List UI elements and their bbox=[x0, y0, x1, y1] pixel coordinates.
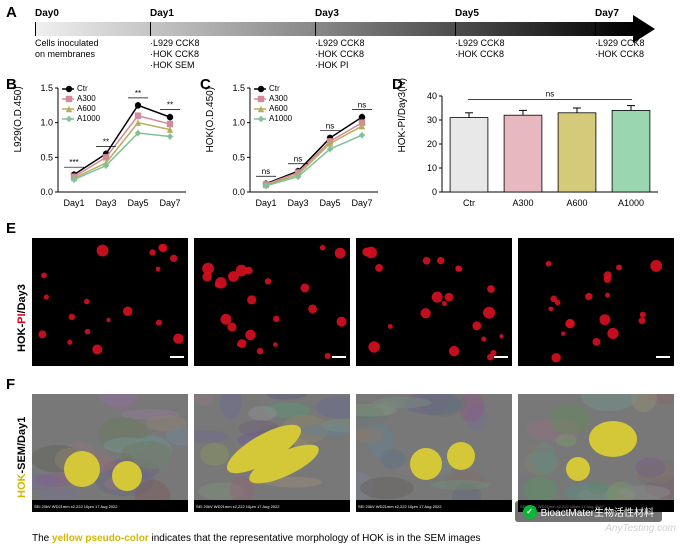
legend-item: A600 bbox=[254, 104, 292, 113]
figure-caption: The yellow pseudo-color indicates that t… bbox=[32, 533, 481, 544]
sem-footer: SEI 20kV WD21mm x2,222 10μm 17 Aug 2022 bbox=[356, 500, 512, 512]
svg-text:Day7: Day7 bbox=[351, 198, 372, 208]
timeline-items: ·L929 CCK8·HOK CCK8·HOK SEM bbox=[150, 38, 200, 70]
svg-text:ns: ns bbox=[358, 101, 366, 110]
legend-item: Ctr bbox=[254, 84, 292, 93]
pi-image: A300 bbox=[194, 238, 350, 366]
legend-item: A600 bbox=[62, 104, 100, 113]
svg-text:**: ** bbox=[103, 137, 109, 146]
svg-text:Day1: Day1 bbox=[255, 198, 276, 208]
panel-label-f: F bbox=[6, 376, 15, 393]
timeline-tick bbox=[455, 22, 456, 36]
svg-text:0.5: 0.5 bbox=[40, 152, 53, 162]
legend-item: A300 bbox=[254, 94, 292, 103]
timeline-tick bbox=[150, 22, 151, 36]
timeline-day-label: Day7 bbox=[595, 8, 619, 19]
svg-text:Day5: Day5 bbox=[127, 198, 148, 208]
wechat-icon: ✓ bbox=[523, 505, 537, 519]
watermark-text: BioactMater生物活性材料 bbox=[541, 504, 654, 519]
timeline-items: ·L929 CCK8·HOK CCK8 bbox=[595, 38, 645, 60]
sem-image: A300SEI 20kV WD21mm x2,222 10μm 17 Aug 2… bbox=[194, 394, 350, 512]
svg-text:A600: A600 bbox=[566, 198, 587, 208]
svg-text:30: 30 bbox=[427, 115, 437, 125]
timeline-bar bbox=[35, 22, 635, 36]
svg-text:1.5: 1.5 bbox=[232, 83, 245, 93]
svg-text:Day5: Day5 bbox=[319, 198, 340, 208]
svg-text:40: 40 bbox=[427, 91, 437, 101]
svg-text:**: ** bbox=[167, 101, 173, 110]
timeline-day-label: Day5 bbox=[455, 8, 479, 19]
svg-text:***: *** bbox=[69, 158, 78, 167]
svg-text:ns: ns bbox=[294, 155, 302, 164]
row-f-images: CtrSEI 20kV WD21mm x2,222 10μm 17 Aug 20… bbox=[32, 394, 674, 512]
svg-text:Day7: Day7 bbox=[159, 198, 180, 208]
chart-c-legend: CtrA300A600A1000 bbox=[254, 84, 292, 124]
svg-text:0.0: 0.0 bbox=[40, 187, 53, 197]
timeline-items: Cells inoculatedon membranes bbox=[35, 38, 99, 60]
svg-text:1.0: 1.0 bbox=[40, 118, 53, 128]
svg-text:ns: ns bbox=[326, 121, 334, 130]
timeline-items: ·L929 CCK8·HOK CCK8 bbox=[455, 38, 505, 60]
timeline-day-label: Day0 bbox=[35, 8, 59, 19]
svg-text:20: 20 bbox=[427, 139, 437, 149]
panel-label-a: A bbox=[6, 4, 17, 21]
sem-image: A1000SEI 20kV WD21mm x2,222 10μm 17 Aug … bbox=[518, 394, 674, 512]
row-f-ylabel: HOK-SEM/Day1 bbox=[16, 417, 28, 498]
svg-text:A300: A300 bbox=[512, 198, 533, 208]
chart-c: HOK(O.D.450) 0.00.51.01.5Day1Day3Day5Day… bbox=[224, 82, 384, 212]
svg-text:A1000: A1000 bbox=[618, 198, 644, 208]
chart-d: HOK-PI/Day3(N) 010203040CtrA300A600A1000… bbox=[416, 82, 666, 212]
sem-image: A600SEI 20kV WD21mm x2,222 10μm 17 Aug 2… bbox=[356, 394, 512, 512]
timeline: Day0 Cells inoculatedon membranes Day1 ·L92… bbox=[35, 8, 665, 70]
svg-text:ns: ns bbox=[262, 167, 270, 176]
legend-item: A300 bbox=[62, 94, 100, 103]
timeline-tick bbox=[35, 22, 36, 36]
watermark-badge: ✓ BioactMater生物活性材料 bbox=[515, 501, 662, 522]
chart-b: L929(O.D.450) 0.00.51.01.5Day1Day3Day5Da… bbox=[32, 82, 192, 212]
svg-text:1.0: 1.0 bbox=[232, 118, 245, 128]
anytesting-watermark: AnyTesting.com bbox=[605, 523, 676, 534]
chart-c-ylabel: HOK(O.D.450) bbox=[205, 87, 216, 153]
legend-item: A1000 bbox=[62, 114, 100, 123]
chart-d-ylabel: HOK-PI/Day3(N) bbox=[397, 78, 408, 152]
svg-text:Ctr: Ctr bbox=[463, 198, 475, 208]
svg-text:**: ** bbox=[135, 89, 141, 98]
timeline-day-label: Day1 bbox=[150, 8, 174, 19]
svg-text:ns: ns bbox=[546, 90, 554, 99]
svg-text:0.0: 0.0 bbox=[232, 187, 245, 197]
row-e-images: CtrA300A600A1000 bbox=[32, 238, 674, 366]
pi-image: Ctr bbox=[32, 238, 188, 366]
legend-item: Ctr bbox=[62, 84, 100, 93]
svg-text:Day3: Day3 bbox=[95, 198, 116, 208]
panel-label-e: E bbox=[6, 220, 16, 237]
timeline-tick bbox=[595, 22, 596, 36]
figure-root: A Day0 Cells inoculatedon membranes Day1 ·L… bbox=[0, 0, 680, 548]
legend-item: A1000 bbox=[254, 114, 292, 123]
chart-b-legend: CtrA300A600A1000 bbox=[62, 84, 100, 124]
svg-text:1.5: 1.5 bbox=[40, 83, 53, 93]
svg-text:10: 10 bbox=[427, 163, 437, 173]
sem-image: CtrSEI 20kV WD21mm x2,222 10μm 17 Aug 20… bbox=[32, 394, 188, 512]
chart-d-svg: 0 10 20 30 40 Ctr A300 A600 A1000 ns bbox=[416, 82, 666, 212]
svg-text:Day1: Day1 bbox=[63, 198, 84, 208]
pi-image: A1000 bbox=[518, 238, 674, 366]
chart-b-svg: 0.00.51.01.5Day1Day3Day5Day7********* bbox=[32, 82, 192, 212]
sem-footer: SEI 20kV WD21mm x2,222 10μm 17 Aug 2022 bbox=[32, 500, 188, 512]
pi-image: A600 bbox=[356, 238, 512, 366]
sem-footer: SEI 20kV WD21mm x2,222 10μm 17 Aug 2022 bbox=[194, 500, 350, 512]
svg-text:0: 0 bbox=[432, 187, 437, 197]
timeline-tick bbox=[315, 22, 316, 36]
chart-b-ylabel: L929(O.D.450) bbox=[13, 86, 24, 152]
svg-text:0.5: 0.5 bbox=[232, 152, 245, 162]
svg-text:Day3: Day3 bbox=[287, 198, 308, 208]
timeline-day-label: Day3 bbox=[315, 8, 339, 19]
chart-c-svg: 0.0 0.5 1.0 1.5 Day1 Day3 Day5 Day7 ns ns ns ns bbox=[224, 82, 384, 212]
row-e-ylabel: HOK-PI/Day3 bbox=[16, 284, 28, 352]
timeline-items: ·L929 CCK8·HOK CCK8·HOK PI bbox=[315, 38, 365, 70]
